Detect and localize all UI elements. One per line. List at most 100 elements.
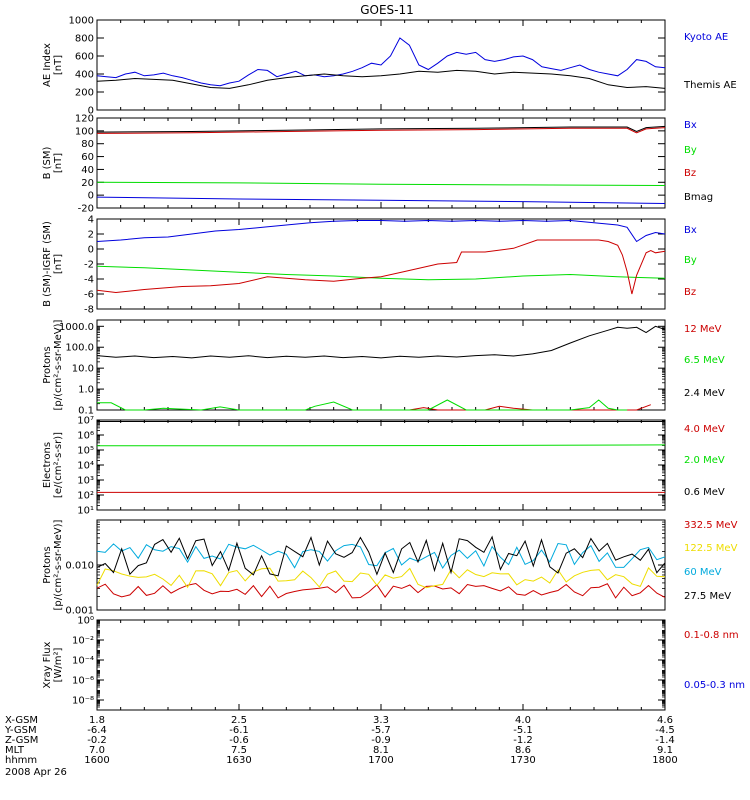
y-tick-label: 0 (88, 191, 94, 202)
series-line-bz (96, 239, 666, 295)
y-tick-label: 10⁰ (77, 616, 94, 627)
y-tick-label: -8 (84, 305, 94, 316)
footer-value: -5.7 (371, 725, 391, 736)
footer-value: -0.2 (87, 735, 107, 746)
y-axis-label: [nT] (53, 55, 64, 75)
series-line-themis-ae (96, 69, 666, 89)
y-tick-label: 600 (75, 52, 94, 63)
panel-protons2: 0.001 0.010 Protons [p/(cm²-s-sr-MeV)] (42, 519, 666, 617)
y-tick-label: 4 (88, 215, 94, 226)
series-line-2-0-mev (97, 444, 666, 447)
footer-value: 2.5 (231, 715, 247, 726)
footer-value: 4.6 (657, 715, 673, 726)
y-tick-label: 60 (81, 152, 94, 163)
panel-frame (96, 117, 666, 209)
series-line-6-5-mev (97, 399, 628, 411)
y-tick-label: 10¹ (77, 506, 94, 517)
panel-ae: 0 200 400 600 800 1000 AE Index [nT] (42, 16, 666, 117)
series-line-bz (96, 127, 666, 134)
series-line-by (96, 181, 666, 186)
y-tick-label: 1000.0 (59, 322, 94, 333)
legend-label: Themis AE (683, 80, 737, 91)
footer-value: -4.5 (655, 725, 675, 736)
footer-row-label: Y-GSM (4, 725, 37, 736)
y-tick-label: 10³ (77, 476, 94, 487)
y-tick-label: 0.1 (78, 406, 94, 417)
legend-label: Bz (684, 168, 696, 179)
legend-label: Bz (684, 287, 696, 298)
y-tick-label: 10² (77, 491, 94, 502)
footer-value: 1800 (652, 755, 677, 766)
legend-label: 2.0 MeV (684, 455, 725, 466)
y-axis-label: Protons (42, 546, 53, 583)
footer-value: 7.5 (231, 745, 247, 756)
y-tick-label: -4 (84, 275, 94, 286)
footer-value: 8.6 (515, 745, 531, 756)
y-tick-label: 10⁷ (77, 416, 94, 427)
panel-frame (96, 319, 666, 411)
series-line-bx (96, 219, 666, 243)
y-axis-label: [nT] (53, 153, 64, 173)
legend-label: Kyoto AE (684, 32, 728, 43)
panel-frame (96, 218, 666, 310)
legend-label: 4.0 MeV (684, 424, 725, 435)
series-line-by (96, 265, 666, 281)
footer-value: -5.1 (513, 725, 533, 736)
footer-value: -1.4 (655, 735, 675, 746)
y-tick-label: 10⁻⁴ (72, 656, 94, 667)
y-axis-label: B (SM) (42, 146, 53, 179)
footer-row-label: hhmm (5, 755, 37, 766)
series-line-60-mev (96, 542, 666, 569)
legend-label: By (684, 255, 697, 266)
y-tick-label: 10⁶ (77, 431, 94, 442)
y-tick-label: 10⁻⁶ (72, 676, 94, 687)
series-line-kyoto-ae (96, 37, 666, 87)
y-tick-label: 0.010 (65, 561, 94, 572)
y-axis-label: [p/(cm²-s-sr-MeV)] (53, 519, 64, 610)
y-tick-label: 0 (88, 106, 94, 117)
legend-label: Bx (684, 225, 697, 236)
legend-label: 27.5 MeV (684, 591, 731, 602)
footer-value: 1600 (84, 755, 109, 766)
y-axis-label: B (SM)-IGRF (SM) (42, 221, 53, 307)
panel-xray: 10⁻⁸ 10⁻⁶ 10⁻⁴ 10⁻² 10⁰ Xray Flux [W/m²] (42, 616, 666, 711)
panel-frame (96, 619, 666, 711)
footer-value: 4.0 (515, 715, 531, 726)
footer-row-label: X-GSM (5, 715, 38, 726)
panel-frame (96, 419, 666, 511)
legend-label: 332.5 MeV (684, 520, 738, 531)
footer-value: 3.3 (373, 715, 389, 726)
panel-bigrf: -8 -6 -4 -2 0 2 4 B (SM)-IGRF (SM) [nT] (42, 215, 666, 316)
y-tick-label: 10⁻² (72, 636, 94, 647)
footer-row-label: Z-GSM (5, 735, 38, 746)
footer-value: -0.6 (229, 735, 249, 746)
legend-label: By (684, 145, 697, 156)
series-line-bmag (96, 125, 666, 133)
y-tick-label: 100.0 (65, 343, 94, 354)
y-axis-label: [nT] (53, 254, 64, 274)
y-tick-label: 20 (81, 178, 94, 189)
y-tick-label: 10⁴ (77, 461, 94, 472)
y-tick-label: 0.001 (65, 606, 94, 617)
legend-label: 122.5 MeV (684, 543, 738, 554)
legend-label: 6.5 MeV (684, 355, 725, 366)
y-axis-label: AE Index (42, 43, 53, 87)
series-line-122-5-mev (96, 567, 666, 589)
y-tick-label: -6 (84, 290, 94, 301)
y-axis-label: [W/m²] (53, 647, 64, 682)
panel-electrons: 10¹ 10² 10³ 10⁴ 10⁵ 10⁶ 10⁷ Electrons [e/(cm²-s-… (42, 416, 666, 517)
footer-value: -1.2 (513, 735, 533, 746)
y-tick-label: 80 (81, 139, 94, 150)
legend-label: 0.1-0.8 nm (684, 630, 739, 641)
footer-row-label: MLT (5, 745, 25, 756)
y-tick-label: 800 (75, 34, 94, 45)
y-tick-label: -20 (78, 204, 94, 215)
series-line-27-5-mev (96, 535, 666, 577)
panel-frame (96, 19, 666, 111)
footer-value: -6.4 (87, 725, 107, 736)
y-tick-label: 1.0 (78, 385, 94, 396)
y-tick-label: 1000 (69, 16, 94, 27)
legend-label: 2.4 MeV (684, 388, 725, 399)
